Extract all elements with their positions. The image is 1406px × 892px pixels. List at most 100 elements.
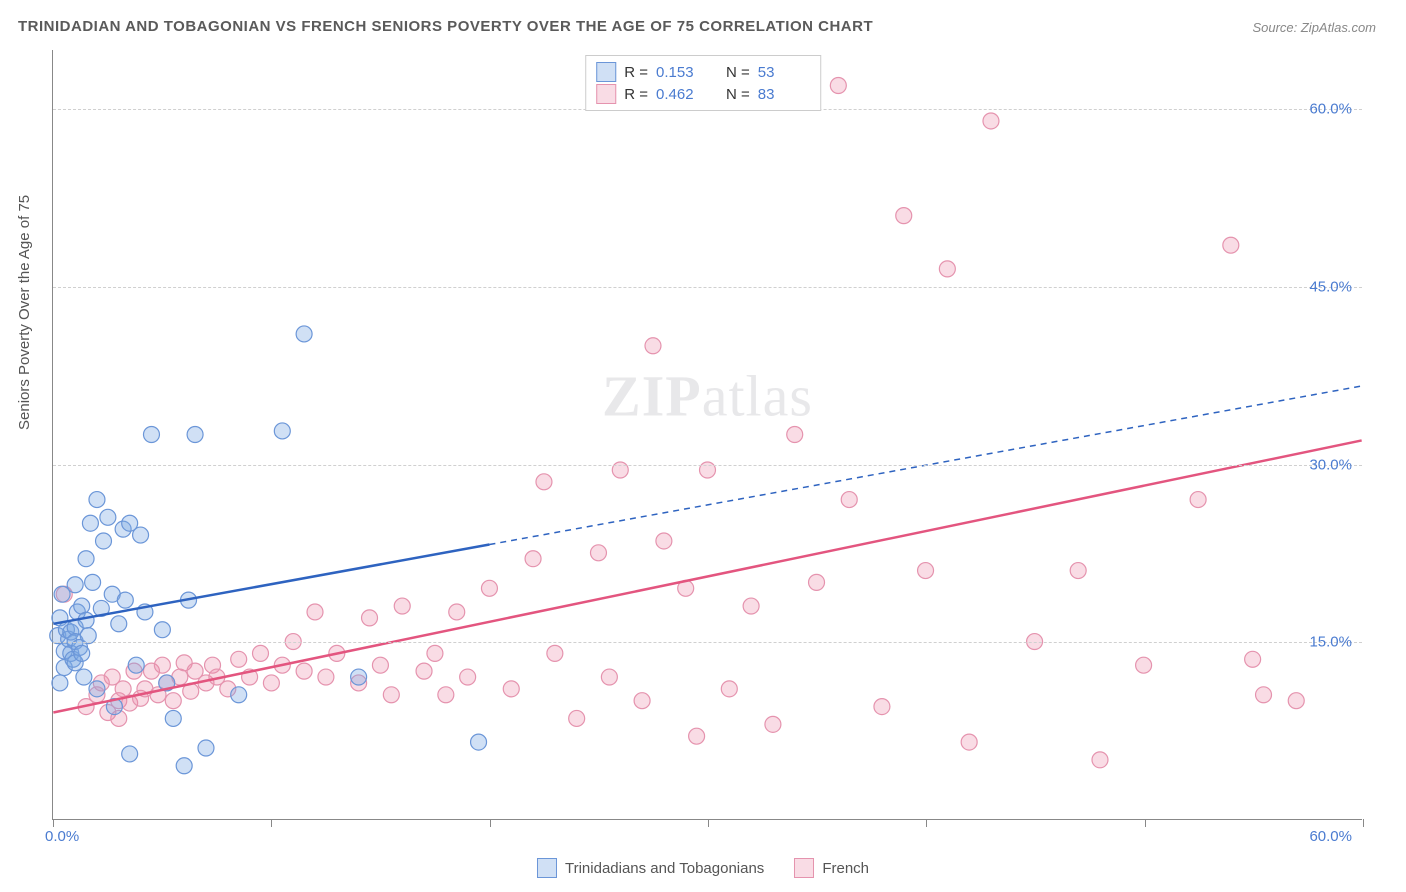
fr-point xyxy=(569,710,585,726)
tt-point xyxy=(351,669,367,685)
fr-point xyxy=(961,734,977,750)
fr-point xyxy=(983,113,999,129)
tt-point xyxy=(89,681,105,697)
tt-point xyxy=(52,675,68,691)
fr-r-value: 0.462 xyxy=(656,86,708,103)
fr-point xyxy=(460,669,476,685)
tt-point xyxy=(154,622,170,638)
chart-svg xyxy=(53,50,1362,819)
tt-point xyxy=(67,577,83,593)
fr-point xyxy=(787,427,803,443)
fr-point xyxy=(1256,687,1272,703)
fr-point xyxy=(154,657,170,673)
fr-point xyxy=(427,645,443,661)
fr-point xyxy=(645,338,661,354)
tt-point xyxy=(122,746,138,762)
n-label: N = xyxy=(726,64,750,81)
fr-point xyxy=(253,645,269,661)
r-label: R = xyxy=(624,64,648,81)
tt-swatch xyxy=(596,62,616,82)
tt-point xyxy=(89,492,105,508)
tt-point xyxy=(85,574,101,590)
gridline xyxy=(53,465,1362,466)
x-tick xyxy=(708,819,709,827)
fr-point xyxy=(830,78,846,94)
legend-row-fr: R =0.462N =83 xyxy=(596,84,810,104)
n-label: N = xyxy=(726,86,750,103)
fr-point xyxy=(307,604,323,620)
fr-point xyxy=(874,699,890,715)
fr-point xyxy=(525,551,541,567)
x-tick xyxy=(271,819,272,827)
fr-point xyxy=(656,533,672,549)
fr-point xyxy=(536,474,552,490)
fr-point xyxy=(841,492,857,508)
x-axis-max-label: 60.0% xyxy=(1309,828,1352,845)
fr-point xyxy=(481,580,497,596)
tt-point xyxy=(296,326,312,342)
tt-r-value: 0.153 xyxy=(656,64,708,81)
tt-point xyxy=(187,427,203,443)
fr-point xyxy=(1092,752,1108,768)
fr-point xyxy=(634,693,650,709)
tt-point xyxy=(198,740,214,756)
fr-n-value: 83 xyxy=(758,86,810,103)
tt-point xyxy=(96,533,112,549)
fr-point xyxy=(394,598,410,614)
gridline xyxy=(53,642,1362,643)
tt-point xyxy=(143,427,159,443)
fr-point xyxy=(896,208,912,224)
tt-n-value: 53 xyxy=(758,64,810,81)
fr-point xyxy=(416,663,432,679)
fr-point xyxy=(372,657,388,673)
y-tick-label: 30.0% xyxy=(1309,456,1352,473)
correlation-legend: R = 0.153 N = 53R = 0.462 N = 83 xyxy=(585,55,821,111)
tt-point xyxy=(78,551,94,567)
tt-point xyxy=(274,423,290,439)
fr-point xyxy=(1223,237,1239,253)
fr-point xyxy=(383,687,399,703)
fr-point xyxy=(318,669,334,685)
fr-point xyxy=(449,604,465,620)
tt-trendline xyxy=(53,545,489,624)
fr-point xyxy=(438,687,454,703)
fr-point xyxy=(296,663,312,679)
fr-point xyxy=(1288,693,1304,709)
tt-point xyxy=(231,687,247,703)
legend-item-tt: Trinidadians and Tobagonians xyxy=(537,858,764,878)
fr-point xyxy=(1190,492,1206,508)
tt-point xyxy=(471,734,487,750)
x-tick xyxy=(1145,819,1146,827)
tt-point xyxy=(111,616,127,632)
legend-label: Trinidadians and Tobagonians xyxy=(565,860,764,877)
gridline xyxy=(53,287,1362,288)
tt-point xyxy=(74,645,90,661)
fr-point xyxy=(590,545,606,561)
fr-point xyxy=(362,610,378,626)
legend-label: French xyxy=(822,860,869,877)
source-attribution: Source: ZipAtlas.com xyxy=(1252,20,1376,35)
tt-point xyxy=(82,515,98,531)
tt-point xyxy=(128,657,144,673)
fr-point xyxy=(689,728,705,744)
tt-point xyxy=(165,710,181,726)
tt-point xyxy=(133,527,149,543)
fr-point xyxy=(115,681,131,697)
tt-point xyxy=(176,758,192,774)
fr-trendline xyxy=(53,440,1361,712)
fr-point xyxy=(1136,657,1152,673)
fr-point xyxy=(165,693,181,709)
y-tick-label: 60.0% xyxy=(1309,101,1352,118)
y-axis-label: Seniors Poverty Over the Age of 75 xyxy=(16,195,33,430)
fr-point xyxy=(743,598,759,614)
fr-point xyxy=(231,651,247,667)
x-axis-min-label: 0.0% xyxy=(45,828,79,845)
fr-point xyxy=(1245,651,1261,667)
fr-point xyxy=(939,261,955,277)
legend-row-tt: R = 0.153 N = 53 xyxy=(596,62,810,82)
chart-plot-area: ZIPatlas 0.0% 60.0% 15.0%30.0%45.0%60.0% xyxy=(52,50,1362,820)
y-tick-label: 45.0% xyxy=(1309,278,1352,295)
tt-point xyxy=(80,628,96,644)
fr-point xyxy=(809,574,825,590)
tt-point xyxy=(74,598,90,614)
